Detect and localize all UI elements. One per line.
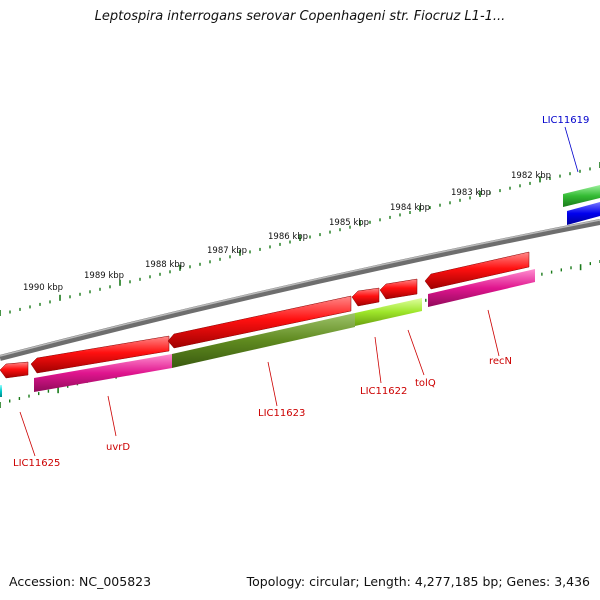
ruler-label-1985: 1985 kbp <box>329 218 369 228</box>
genome-title: Leptospira interrogans serovar Copenhage… <box>94 9 506 24</box>
gene-arrow-lic11622[interactable] <box>351 287 380 307</box>
gene-arrow-tolQ[interactable] <box>379 278 418 300</box>
gene-label-tolQ[interactable]: tolQ <box>415 378 436 389</box>
gene-label-uvrD[interactable]: uvrD <box>106 442 130 453</box>
forward-gene-track <box>0 251 530 379</box>
ruler-label-1988: 1988 kbp <box>145 260 185 270</box>
cds-block-recN[interactable] <box>428 269 535 307</box>
gene-label-lic11619[interactable]: LIC11619 <box>542 115 589 126</box>
ruler-label-1986: 1986 kbp <box>268 232 308 242</box>
ruler-label-1982: 1982 kbp <box>511 171 551 181</box>
accession-text: Accession: NC_005823 <box>9 574 152 589</box>
ruler-label-1990: 1990 kbp <box>23 283 63 293</box>
cds-track <box>0 185 600 397</box>
genome-summary-text: Topology: circular; Length: 4,277,185 bp… <box>246 574 590 589</box>
gene-arrow-recN[interactable] <box>424 251 530 290</box>
gene-label-lic11623[interactable]: LIC11623 <box>258 408 305 419</box>
ruler-label-1984: 1984 kbp <box>390 203 430 213</box>
cds-block-lic11625[interactable] <box>0 385 2 397</box>
gene-label-recN[interactable]: recN <box>489 356 512 367</box>
cds-block-lic11619-green[interactable] <box>563 185 600 207</box>
ruler-label-1987: 1987 kbp <box>207 246 247 256</box>
ruler-label-1983: 1983 kbp <box>451 188 491 198</box>
gene-label-lic11622[interactable]: LIC11622 <box>360 386 407 397</box>
gene-label-lic11625[interactable]: LIC11625 <box>13 458 60 469</box>
cds-block-lic11623[interactable] <box>172 313 355 368</box>
leader-lines <box>19 126 579 457</box>
genome-backbone-highlight <box>0 219 600 357</box>
ruler-label-1989: 1989 kbp <box>84 271 124 281</box>
cds-block-uvrD[interactable] <box>34 354 172 392</box>
gene-arrow-lic11625[interactable] <box>0 361 29 379</box>
cds-block-lic11619-blue[interactable] <box>567 202 600 225</box>
genome-backbone <box>0 219 600 361</box>
outer-ruler-ticks <box>0 162 600 316</box>
gene-arrow-lic11623[interactable] <box>167 295 352 349</box>
cds-block-tolQ[interactable] <box>355 298 422 326</box>
gene-arrow-uvrD[interactable] <box>30 335 170 374</box>
